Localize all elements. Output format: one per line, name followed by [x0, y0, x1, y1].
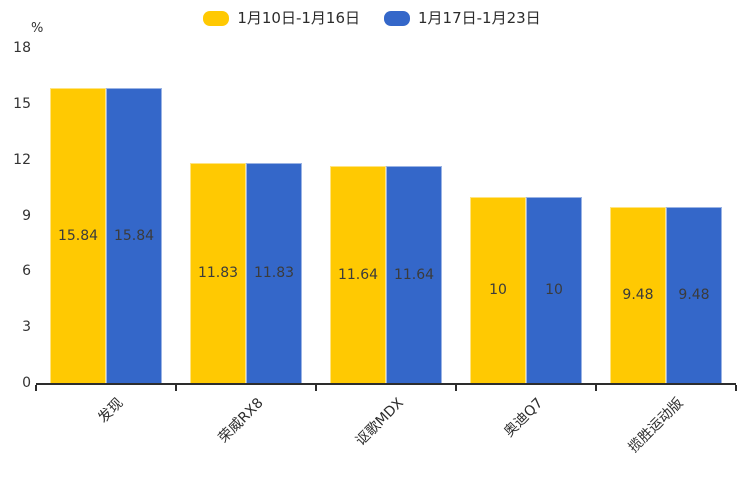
x-axis-label: 讴歌MDX [352, 395, 407, 450]
y-axis-tick-label: 9 [22, 207, 31, 224]
bar-week1: 9.48 [610, 206, 666, 383]
bar-value-label: 11.83 [197, 265, 239, 282]
y-axis-unit-label: % [31, 21, 44, 36]
bar-value-label: 9.48 [678, 287, 710, 304]
legend-label-week2: 1月17日-1月23日 [418, 9, 541, 27]
bar-week2: 11.83 [246, 162, 302, 383]
bar-week1: 10 [470, 196, 526, 383]
x-axis-label: 荣威RX8 [215, 395, 267, 447]
legend-label-week1: 1月10日-1月16日 [237, 9, 360, 27]
bar-week2: 10 [526, 196, 582, 383]
x-axis-tick [315, 385, 317, 391]
bar-value-label: 10 [489, 282, 507, 299]
x-axis-line [36, 383, 736, 385]
legend-item-week2[interactable]: 1月17日-1月23日 [384, 9, 541, 27]
y-axis-tick-label: 15 [13, 95, 31, 112]
x-axis-label: 奥迪Q7 [501, 395, 547, 441]
legend-item-week1[interactable]: 1月10日-1月16日 [203, 9, 360, 27]
y-axis-tick-label: 0 [22, 375, 31, 391]
legend-swatch-week1-icon [203, 10, 230, 26]
legend: 1月10日-1月16日 1月17日-1月23日 [0, 9, 744, 27]
x-axis-label: 发现 [95, 395, 127, 427]
x-axis-label: 揽胜运动版 [625, 395, 687, 456]
legend-swatch-week2-icon [384, 10, 410, 26]
bar-value-label: 15.84 [57, 228, 99, 245]
bar-week1: 15.84 [50, 88, 106, 383]
bar-value-label: 11.64 [337, 267, 379, 284]
bar-value-label: 9.48 [622, 287, 654, 304]
bar-value-label: 10 [545, 282, 563, 299]
bar-week2: 9.48 [666, 206, 722, 383]
bar-week1: 11.83 [190, 162, 246, 383]
bar-week2: 15.84 [106, 88, 162, 383]
x-axis-tick [735, 385, 737, 391]
x-axis-tick [175, 385, 177, 391]
y-axis-tick-label: 6 [22, 263, 31, 280]
bar-value-label: 11.64 [393, 267, 435, 284]
x-axis-tick [455, 385, 457, 391]
x-axis-tick [35, 385, 37, 391]
bar-week2: 11.64 [386, 166, 442, 383]
y-axis-tick-label: 18 [13, 40, 31, 56]
bar-value-label: 15.84 [113, 228, 155, 245]
x-axis-tick [595, 385, 597, 391]
y-axis-tick-label: 12 [13, 151, 31, 168]
y-axis-tick-label: 3 [22, 319, 31, 336]
bar-week1: 11.64 [330, 166, 386, 383]
bar-value-label: 11.83 [253, 265, 295, 282]
